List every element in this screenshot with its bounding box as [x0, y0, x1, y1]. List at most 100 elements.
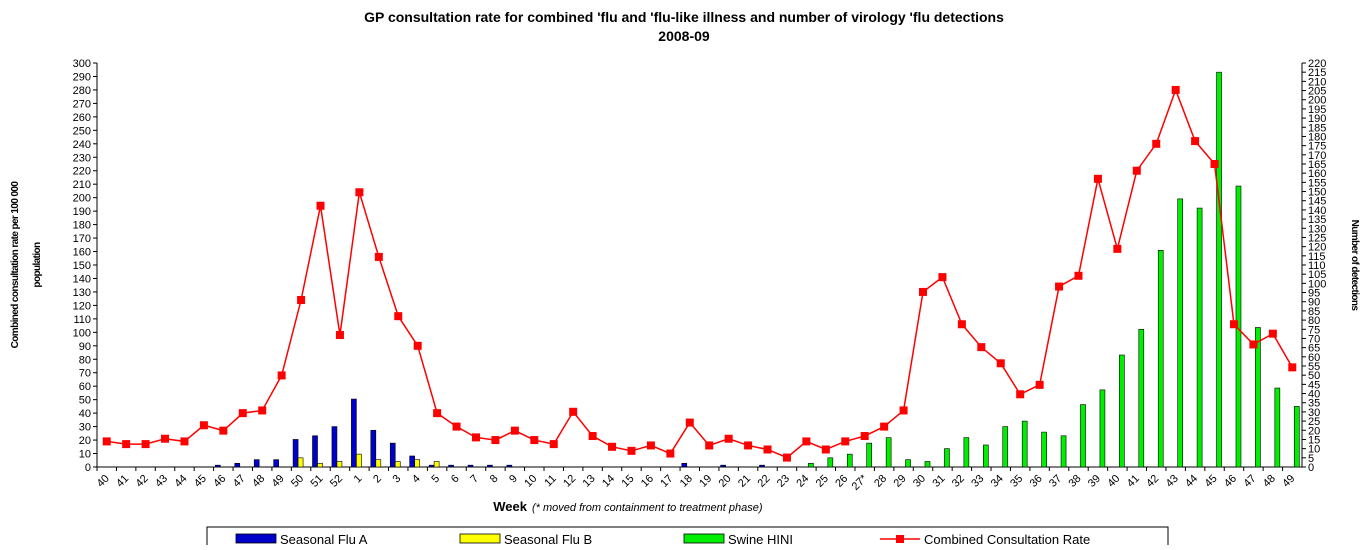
- x-tick-label: 18: [678, 473, 695, 490]
- line-marker: [1055, 282, 1064, 291]
- x-tick-label: 51: [308, 473, 325, 490]
- y-tick-label: 280: [73, 85, 91, 97]
- y2-tick-label: 50: [1308, 370, 1320, 382]
- bar: [1041, 431, 1047, 468]
- x-tick-label: 36: [1028, 473, 1045, 490]
- x-tick-label: 16: [639, 473, 656, 490]
- x-tick-label: 19: [697, 473, 714, 490]
- bar: [944, 448, 950, 468]
- x-tick-label: 45: [192, 473, 209, 490]
- bar: [375, 459, 382, 468]
- x-tick-label: 14: [600, 473, 617, 490]
- y-tick-label: 200: [73, 193, 91, 205]
- y-tick-label: 130: [73, 287, 91, 299]
- line-marker: [899, 406, 908, 415]
- line-marker: [394, 312, 403, 321]
- chart-subtitle: 2008-09: [658, 28, 710, 44]
- line-marker: [996, 359, 1005, 368]
- bar: [983, 444, 989, 468]
- bar: [317, 463, 323, 468]
- x-tick-label: 24: [794, 473, 811, 490]
- bar: [924, 461, 931, 468]
- y2-tick-label: 155: [1308, 177, 1326, 189]
- y2-tick-label: 30: [1308, 407, 1320, 419]
- x-tick-label: 17: [658, 473, 675, 490]
- x-axis-note: (* moved from containment to treatment p…: [532, 502, 763, 514]
- line-marker: [510, 426, 519, 435]
- line-marker: [802, 437, 811, 446]
- bar: [1138, 328, 1145, 468]
- x-tick-label: 42: [134, 473, 151, 490]
- y2-tick-label: 215: [1308, 67, 1326, 79]
- x-tick-label: 52: [328, 473, 345, 490]
- line-marker: [316, 201, 325, 210]
- y-tick-label: 10: [79, 449, 91, 461]
- bar: [808, 463, 814, 468]
- y2-tick-label: 165: [1308, 159, 1326, 171]
- line-marker: [744, 441, 753, 450]
- y-tick-label: 160: [73, 247, 91, 259]
- y-tick-label: 230: [73, 152, 91, 164]
- x-tick-label: 30: [911, 473, 928, 490]
- bar: [1177, 198, 1183, 468]
- y-tick-label: 80: [79, 354, 91, 366]
- y-tick-label: 140: [73, 273, 91, 285]
- y-tick-label: 0: [85, 462, 91, 474]
- bar: [336, 461, 343, 468]
- y2-tick-label: 200: [1308, 95, 1326, 107]
- line-marker: [1210, 160, 1219, 168]
- y2-tick-label: 120: [1308, 242, 1326, 254]
- bar: [1002, 426, 1009, 468]
- bar: [1060, 435, 1067, 468]
- line-marker: [938, 273, 947, 282]
- line-marker: [919, 287, 928, 296]
- y2-tick-label: 35: [1308, 398, 1320, 410]
- legend-label: Seasonal Flu A: [280, 532, 368, 545]
- line-marker: [1249, 340, 1258, 349]
- x-tick-label: 33: [969, 473, 986, 490]
- line-marker: [1074, 271, 1083, 280]
- bar: [312, 435, 318, 468]
- x-tick-label: 21: [736, 473, 753, 490]
- y2-tick-label: 160: [1308, 168, 1326, 180]
- bar: [331, 426, 338, 468]
- y-tick-label: 40: [79, 408, 91, 420]
- y2-tick-label: 195: [1308, 104, 1326, 116]
- bar: [409, 455, 415, 468]
- y2-tick-label: 5: [1308, 453, 1314, 465]
- line-marker: [549, 440, 558, 449]
- x-tick-label: 2: [371, 473, 384, 486]
- line-marker: [491, 436, 500, 445]
- bar: [1216, 71, 1222, 468]
- x-tick-label: 47: [231, 473, 248, 490]
- y2-tick-label: 145: [1308, 196, 1326, 208]
- y2-tick-label: 185: [1308, 122, 1326, 134]
- line-marker: [180, 437, 189, 446]
- x-tick-label: 39: [1086, 473, 1103, 490]
- bar: [963, 437, 970, 468]
- x-tick-label: 23: [775, 473, 792, 490]
- line-marker: [1132, 166, 1141, 175]
- bar: [1255, 327, 1261, 468]
- line-marker: [608, 442, 617, 451]
- line-marker: [685, 418, 694, 427]
- x-tick-label: 41: [1125, 473, 1142, 490]
- x-tick-label: 45: [1203, 473, 1220, 490]
- x-tick-label: 25: [814, 473, 831, 490]
- x-tick-label: 7: [468, 473, 481, 486]
- y2-tick-label: 25: [1308, 416, 1320, 428]
- y2-tick-label: 210: [1308, 76, 1326, 88]
- x-tick-label: 29: [892, 473, 909, 490]
- chart-title: GP consultation rate for combined 'flu a…: [364, 9, 1004, 25]
- y2-tick-label: 150: [1308, 187, 1326, 199]
- x-tick-label: 6: [449, 473, 462, 486]
- line-marker: [763, 445, 772, 454]
- legend-swatch: [459, 533, 501, 544]
- line-marker: [880, 422, 889, 431]
- line-marker: [724, 434, 733, 443]
- line-marker: [957, 320, 966, 329]
- x-tick-label: 12: [561, 473, 578, 490]
- line-marker: [860, 432, 869, 441]
- line-marker: [219, 426, 228, 435]
- x-tick-label: 43: [1164, 473, 1181, 490]
